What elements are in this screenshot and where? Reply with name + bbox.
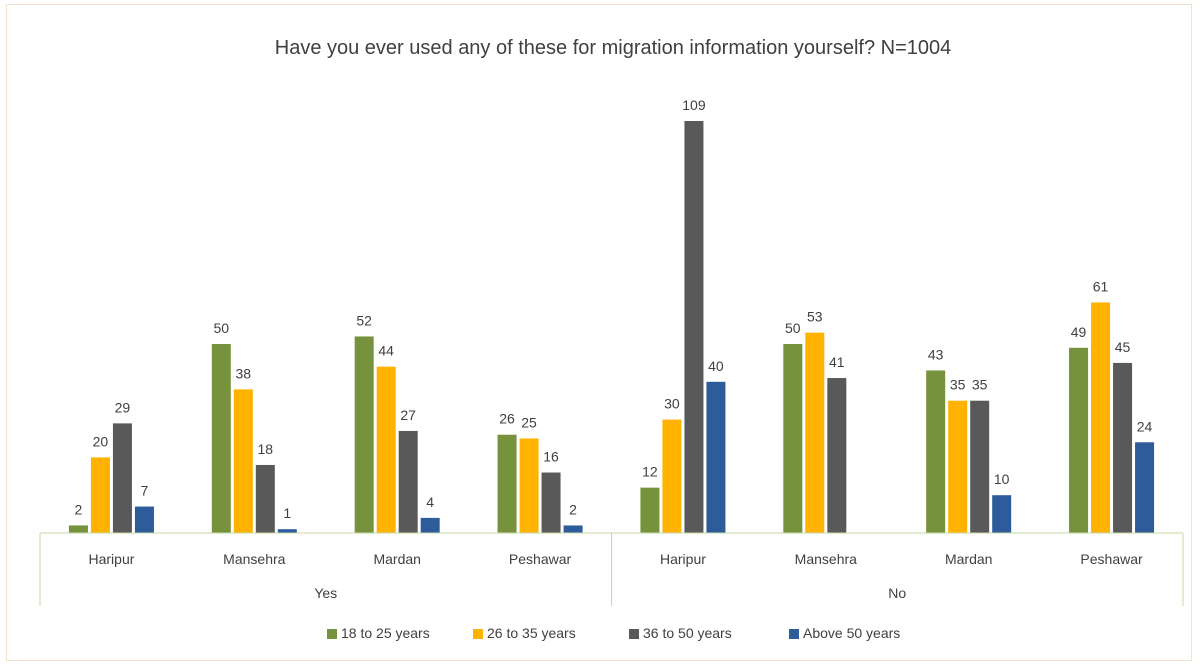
legend-label: 26 to 35 years [487, 625, 576, 641]
bar [112, 423, 132, 533]
data-label: 109 [682, 97, 706, 113]
category-label: Haripur [88, 551, 134, 567]
data-label: 10 [994, 471, 1010, 487]
data-label: 12 [642, 464, 658, 480]
data-label: 40 [708, 358, 724, 374]
category-label: Mardan [373, 551, 420, 567]
group-label: Yes [314, 585, 337, 601]
data-label: 27 [400, 407, 416, 423]
data-label: 25 [521, 415, 537, 431]
category-label: Haripur [660, 551, 706, 567]
data-label: 61 [1093, 278, 1109, 294]
bar [541, 472, 561, 533]
bar [398, 430, 418, 533]
bar [827, 378, 847, 533]
data-label: 43 [928, 346, 944, 362]
category-label: Peshawar [509, 551, 572, 567]
bar [706, 381, 726, 533]
bar [376, 366, 396, 533]
bar [1091, 302, 1111, 533]
data-label: 18 [258, 441, 274, 457]
legend-swatch [629, 629, 639, 639]
data-label: 38 [236, 365, 252, 381]
data-label: 41 [829, 354, 845, 370]
data-label: 26 [499, 411, 515, 427]
bar [68, 525, 88, 533]
data-label: 4 [426, 494, 434, 510]
bar [211, 344, 231, 533]
bar [1069, 347, 1089, 533]
legend-label: Above 50 years [803, 625, 900, 641]
bar [684, 121, 704, 533]
plot-area: 2 20 29 7 Haripur 50 38 18 1 Mansehra 52 44 27 4 Marda… [39, 97, 1184, 606]
data-label: 44 [378, 343, 394, 359]
category-label: Mansehra [223, 551, 285, 567]
bar [1135, 442, 1155, 533]
legend-swatch [789, 629, 799, 639]
bar [992, 495, 1012, 533]
data-label: 50 [214, 320, 230, 336]
bar [134, 506, 154, 533]
bar [1113, 362, 1133, 533]
bar [640, 487, 660, 533]
bar [519, 438, 539, 533]
bar [563, 525, 583, 533]
data-label: 45 [1115, 339, 1131, 355]
category-label: Mansehra [795, 551, 857, 567]
legend-label: 18 to 25 years [341, 625, 430, 641]
bar [926, 370, 946, 533]
data-label: 2 [569, 501, 577, 517]
data-label: 1 [283, 505, 291, 521]
chart-title: Have you ever used any of these for migr… [275, 37, 951, 59]
data-label: 35 [972, 377, 988, 393]
bar [948, 400, 968, 533]
bar [662, 419, 682, 533]
bar [783, 344, 803, 533]
chart-frame [6, 4, 1192, 661]
bar [90, 457, 110, 533]
data-label: 24 [1137, 418, 1153, 434]
data-label: 7 [141, 483, 149, 499]
data-label: 16 [543, 449, 559, 465]
bar [255, 464, 275, 533]
bar [497, 434, 517, 533]
data-label: 52 [356, 312, 372, 328]
category-label: Mardan [945, 551, 992, 567]
legend-swatch [473, 629, 483, 639]
bar [233, 389, 253, 533]
data-label: 30 [664, 396, 680, 412]
bar [277, 529, 297, 533]
group-label: No [888, 585, 906, 601]
data-label: 49 [1071, 324, 1087, 340]
bar [970, 400, 990, 533]
data-label: 20 [93, 433, 109, 449]
data-label: 29 [115, 399, 131, 415]
category-label: Peshawar [1080, 551, 1143, 567]
data-label: 50 [785, 320, 801, 336]
data-label: 53 [807, 309, 823, 325]
legend-label: 36 to 50 years [643, 625, 732, 641]
data-label: 35 [950, 377, 966, 393]
bar [420, 517, 440, 533]
legend-swatch [327, 629, 337, 639]
legend: 18 to 25 years 26 to 35 years 36 to 50 yea… [327, 625, 900, 641]
bar [805, 332, 825, 533]
data-label: 2 [75, 501, 83, 517]
bar [354, 336, 374, 533]
